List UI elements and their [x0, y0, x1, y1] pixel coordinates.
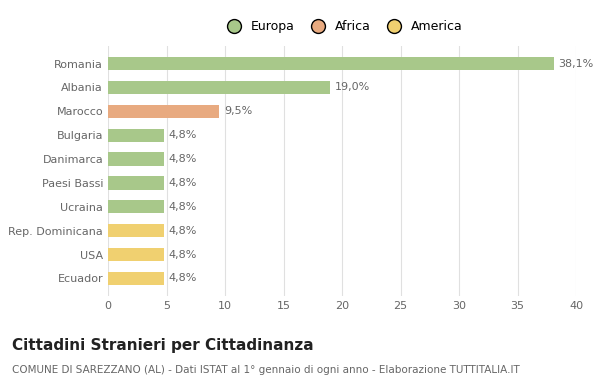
Text: COMUNE DI SAREZZANO (AL) - Dati ISTAT al 1° gennaio di ogni anno - Elaborazione : COMUNE DI SAREZZANO (AL) - Dati ISTAT al… — [12, 365, 520, 375]
Legend: Europa, Africa, America: Europa, Africa, America — [218, 17, 467, 37]
Bar — [108, 176, 164, 190]
Bar — [108, 272, 164, 285]
Bar — [108, 128, 164, 142]
Text: 4,8%: 4,8% — [169, 202, 197, 212]
Text: 4,8%: 4,8% — [169, 226, 197, 236]
Text: 4,8%: 4,8% — [169, 154, 197, 164]
Bar — [108, 224, 164, 237]
Text: 4,8%: 4,8% — [169, 178, 197, 188]
Text: 9,5%: 9,5% — [224, 106, 252, 116]
Text: 38,1%: 38,1% — [559, 59, 594, 68]
Text: 4,8%: 4,8% — [169, 250, 197, 260]
Text: 19,0%: 19,0% — [335, 82, 370, 92]
Bar — [108, 248, 164, 261]
Text: Cittadini Stranieri per Cittadinanza: Cittadini Stranieri per Cittadinanza — [12, 338, 314, 353]
Bar — [108, 57, 554, 70]
Text: 4,8%: 4,8% — [169, 274, 197, 283]
Text: 4,8%: 4,8% — [169, 130, 197, 140]
Bar — [108, 152, 164, 166]
Bar — [108, 105, 219, 118]
Bar — [108, 200, 164, 214]
Bar — [108, 81, 331, 94]
